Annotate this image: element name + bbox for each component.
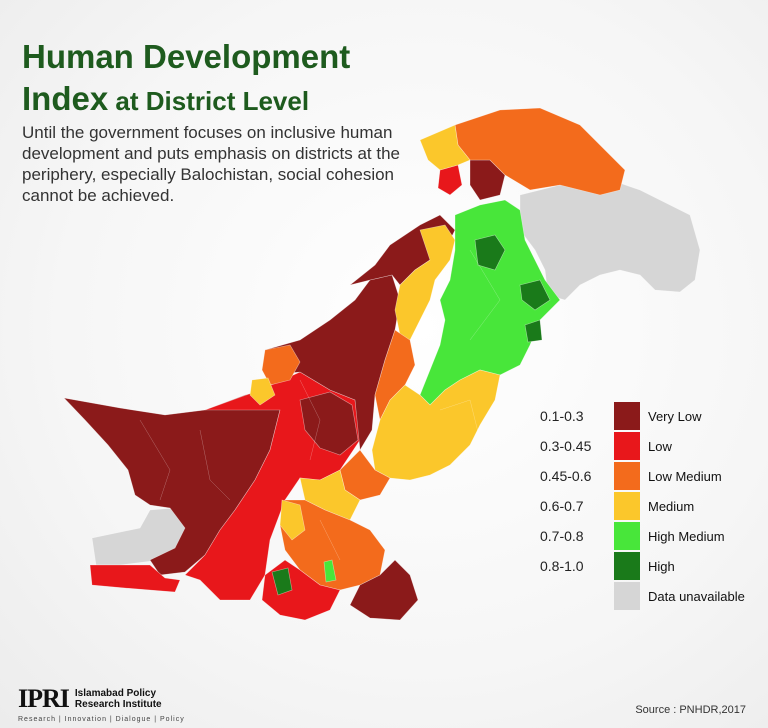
region-very-low-tharparkar [349,559,419,621]
legend-label: Data unavailable [648,588,745,604]
legend-label: High [648,558,675,574]
legend-label: Low [648,438,672,454]
legend-label: Medium [648,498,695,514]
legend-range: 0.45-0.6 [540,468,592,484]
region-medium-quetta [249,377,276,406]
region-very-low-balochistan [63,389,281,576]
legend-swatch [614,462,640,490]
legend-swatch [614,402,640,430]
source-note: Source : PNHDR,2017 [635,704,746,716]
title-index-word: Index [22,80,109,117]
region-medium-sindh-west [279,499,306,541]
legend-label: Low Medium [648,468,722,484]
legend-swatch [614,492,640,520]
title-rest: at District Level [108,86,310,116]
legend-swatch [614,582,640,610]
legend-range: 0.8-1.0 [540,558,584,574]
logo-mark: IPRI [18,684,70,713]
title-line-1: Human Development [22,38,351,75]
legend-range: 0.3-0.45 [540,438,592,454]
region-low-medium-quetta [261,344,301,386]
legend-label: Very Low [648,408,702,424]
region-medium-south-punjab [371,369,501,481]
legend-swatch [614,522,640,550]
logo-tagline: Research | Innovation | Dialogue | Polic… [18,716,185,723]
region-high-sialkot [524,319,543,343]
subtitle: Until the government focuses on inclusiv… [22,123,400,205]
region-high-islamabad [474,234,506,271]
legend-range: 0.7-0.8 [540,528,584,544]
region-medium-kp [394,224,456,341]
region-medium-chitral [419,124,471,171]
page-title: Human Development Index at District Leve… [22,36,350,127]
legend-swatch [614,552,640,580]
region-unavailable-kashmir [519,177,701,301]
legend-range: 0.1-0.3 [540,408,584,424]
region-high-medium-hyderabad [323,559,337,583]
legend-range: 0.6-0.7 [540,498,584,514]
legend-swatch [614,432,640,460]
region-low-coast [89,564,181,593]
ipri-logo: IPRI Islamabad Policy Research Institute [18,684,162,714]
region-low-medium-gb [454,107,626,196]
region-high-karachi [271,567,293,596]
region-high-lahore [519,279,551,311]
logo-name-line-2: Research Institute [74,699,162,710]
logo-name-line-1: Islamabad Policy [74,688,157,699]
legend-label: High Medium [648,528,725,544]
region-very-low-lower [299,391,359,456]
logo-name: Islamabad Policy Research Institute [75,688,162,710]
